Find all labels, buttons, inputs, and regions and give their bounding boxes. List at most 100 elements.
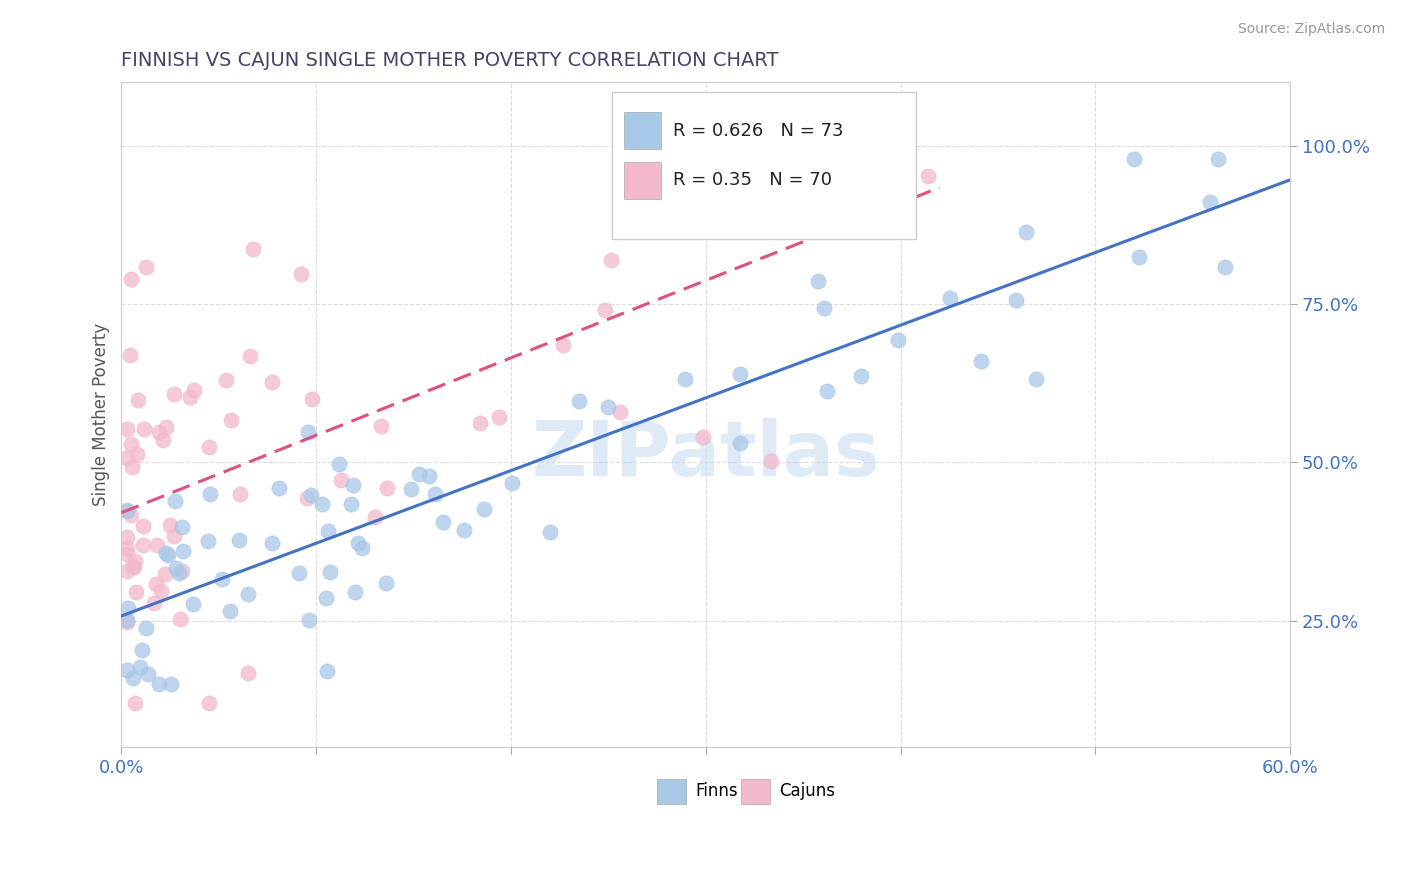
Point xyxy=(198,696,221,710)
Point xyxy=(290,267,312,281)
Point xyxy=(117,503,139,517)
Point xyxy=(117,422,139,436)
Point xyxy=(815,384,838,398)
Point xyxy=(399,482,422,496)
Point xyxy=(352,541,374,556)
Point xyxy=(468,416,491,430)
Point xyxy=(163,529,186,543)
Text: FINNISH VS CAJUN SINGLE MOTHER POVERTY CORRELATION CHART: FINNISH VS CAJUN SINGLE MOTHER POVERTY C… xyxy=(121,51,779,70)
Text: Finns: Finns xyxy=(695,782,738,800)
Point xyxy=(636,213,658,227)
Point xyxy=(228,533,250,547)
Point xyxy=(229,487,252,501)
Point xyxy=(887,214,910,228)
Point xyxy=(759,453,782,467)
Point xyxy=(716,202,738,216)
Point xyxy=(218,604,240,618)
Point xyxy=(135,260,157,274)
Point xyxy=(425,486,447,500)
Point xyxy=(344,584,367,599)
Point xyxy=(198,440,221,454)
Point xyxy=(239,349,262,363)
Point xyxy=(298,613,321,627)
Point xyxy=(159,518,181,533)
FancyBboxPatch shape xyxy=(624,112,661,149)
Point xyxy=(219,413,242,427)
Point xyxy=(1015,225,1038,239)
Point xyxy=(810,203,832,218)
Point xyxy=(134,422,156,436)
Text: Cajuns: Cajuns xyxy=(779,782,835,800)
Point xyxy=(124,696,146,710)
Point xyxy=(170,520,193,534)
Point xyxy=(155,546,177,560)
Text: R = 0.35   N = 70: R = 0.35 N = 70 xyxy=(673,171,832,189)
Point xyxy=(155,420,177,434)
Point xyxy=(159,677,181,691)
FancyBboxPatch shape xyxy=(612,92,917,238)
Point xyxy=(120,436,142,450)
Point xyxy=(375,575,398,590)
Point xyxy=(1199,194,1222,209)
Point xyxy=(340,497,363,511)
Point xyxy=(299,488,322,502)
Point xyxy=(167,566,190,580)
Point xyxy=(117,547,139,561)
Point xyxy=(267,481,290,495)
Point xyxy=(242,243,264,257)
Point xyxy=(488,409,510,424)
Point xyxy=(197,534,219,549)
Point xyxy=(117,503,139,517)
Point xyxy=(568,394,591,409)
Text: ZIPatlas: ZIPatlas xyxy=(531,417,880,491)
Point xyxy=(143,596,166,610)
Point xyxy=(157,549,180,563)
Point xyxy=(319,565,342,579)
Point xyxy=(148,677,170,691)
Point xyxy=(120,508,142,522)
Point xyxy=(835,107,858,121)
Point xyxy=(117,663,139,677)
Point xyxy=(127,392,149,407)
Point xyxy=(969,354,991,368)
Point xyxy=(129,660,152,674)
Point xyxy=(236,666,259,681)
Point xyxy=(136,666,159,681)
Point xyxy=(551,338,574,352)
FancyBboxPatch shape xyxy=(657,779,686,804)
Point xyxy=(120,348,142,362)
Point xyxy=(117,451,139,466)
Point xyxy=(297,425,319,439)
Point xyxy=(501,476,523,491)
Point xyxy=(316,664,339,678)
Point xyxy=(117,615,139,629)
Point xyxy=(408,467,430,482)
Point xyxy=(145,577,167,591)
Point xyxy=(1206,152,1229,166)
FancyBboxPatch shape xyxy=(624,162,661,199)
Point xyxy=(301,392,323,406)
Point xyxy=(887,334,910,348)
Text: Source: ZipAtlas.com: Source: ZipAtlas.com xyxy=(1237,22,1385,37)
Point xyxy=(183,384,205,398)
Point xyxy=(215,373,238,387)
Point xyxy=(696,214,718,228)
Point xyxy=(472,501,495,516)
Point xyxy=(148,425,170,440)
Point xyxy=(132,538,155,552)
Point xyxy=(453,523,475,537)
Point xyxy=(364,509,387,524)
Point xyxy=(329,473,352,487)
Point xyxy=(211,572,233,586)
Point xyxy=(163,387,186,401)
Point xyxy=(181,597,204,611)
Point xyxy=(873,107,896,121)
Point xyxy=(238,587,260,601)
Point xyxy=(609,405,631,419)
Text: R = 0.626   N = 73: R = 0.626 N = 73 xyxy=(673,121,844,139)
Point xyxy=(131,642,153,657)
Point xyxy=(117,601,139,615)
Point xyxy=(131,519,153,533)
Point xyxy=(146,538,169,552)
Point xyxy=(124,554,146,568)
